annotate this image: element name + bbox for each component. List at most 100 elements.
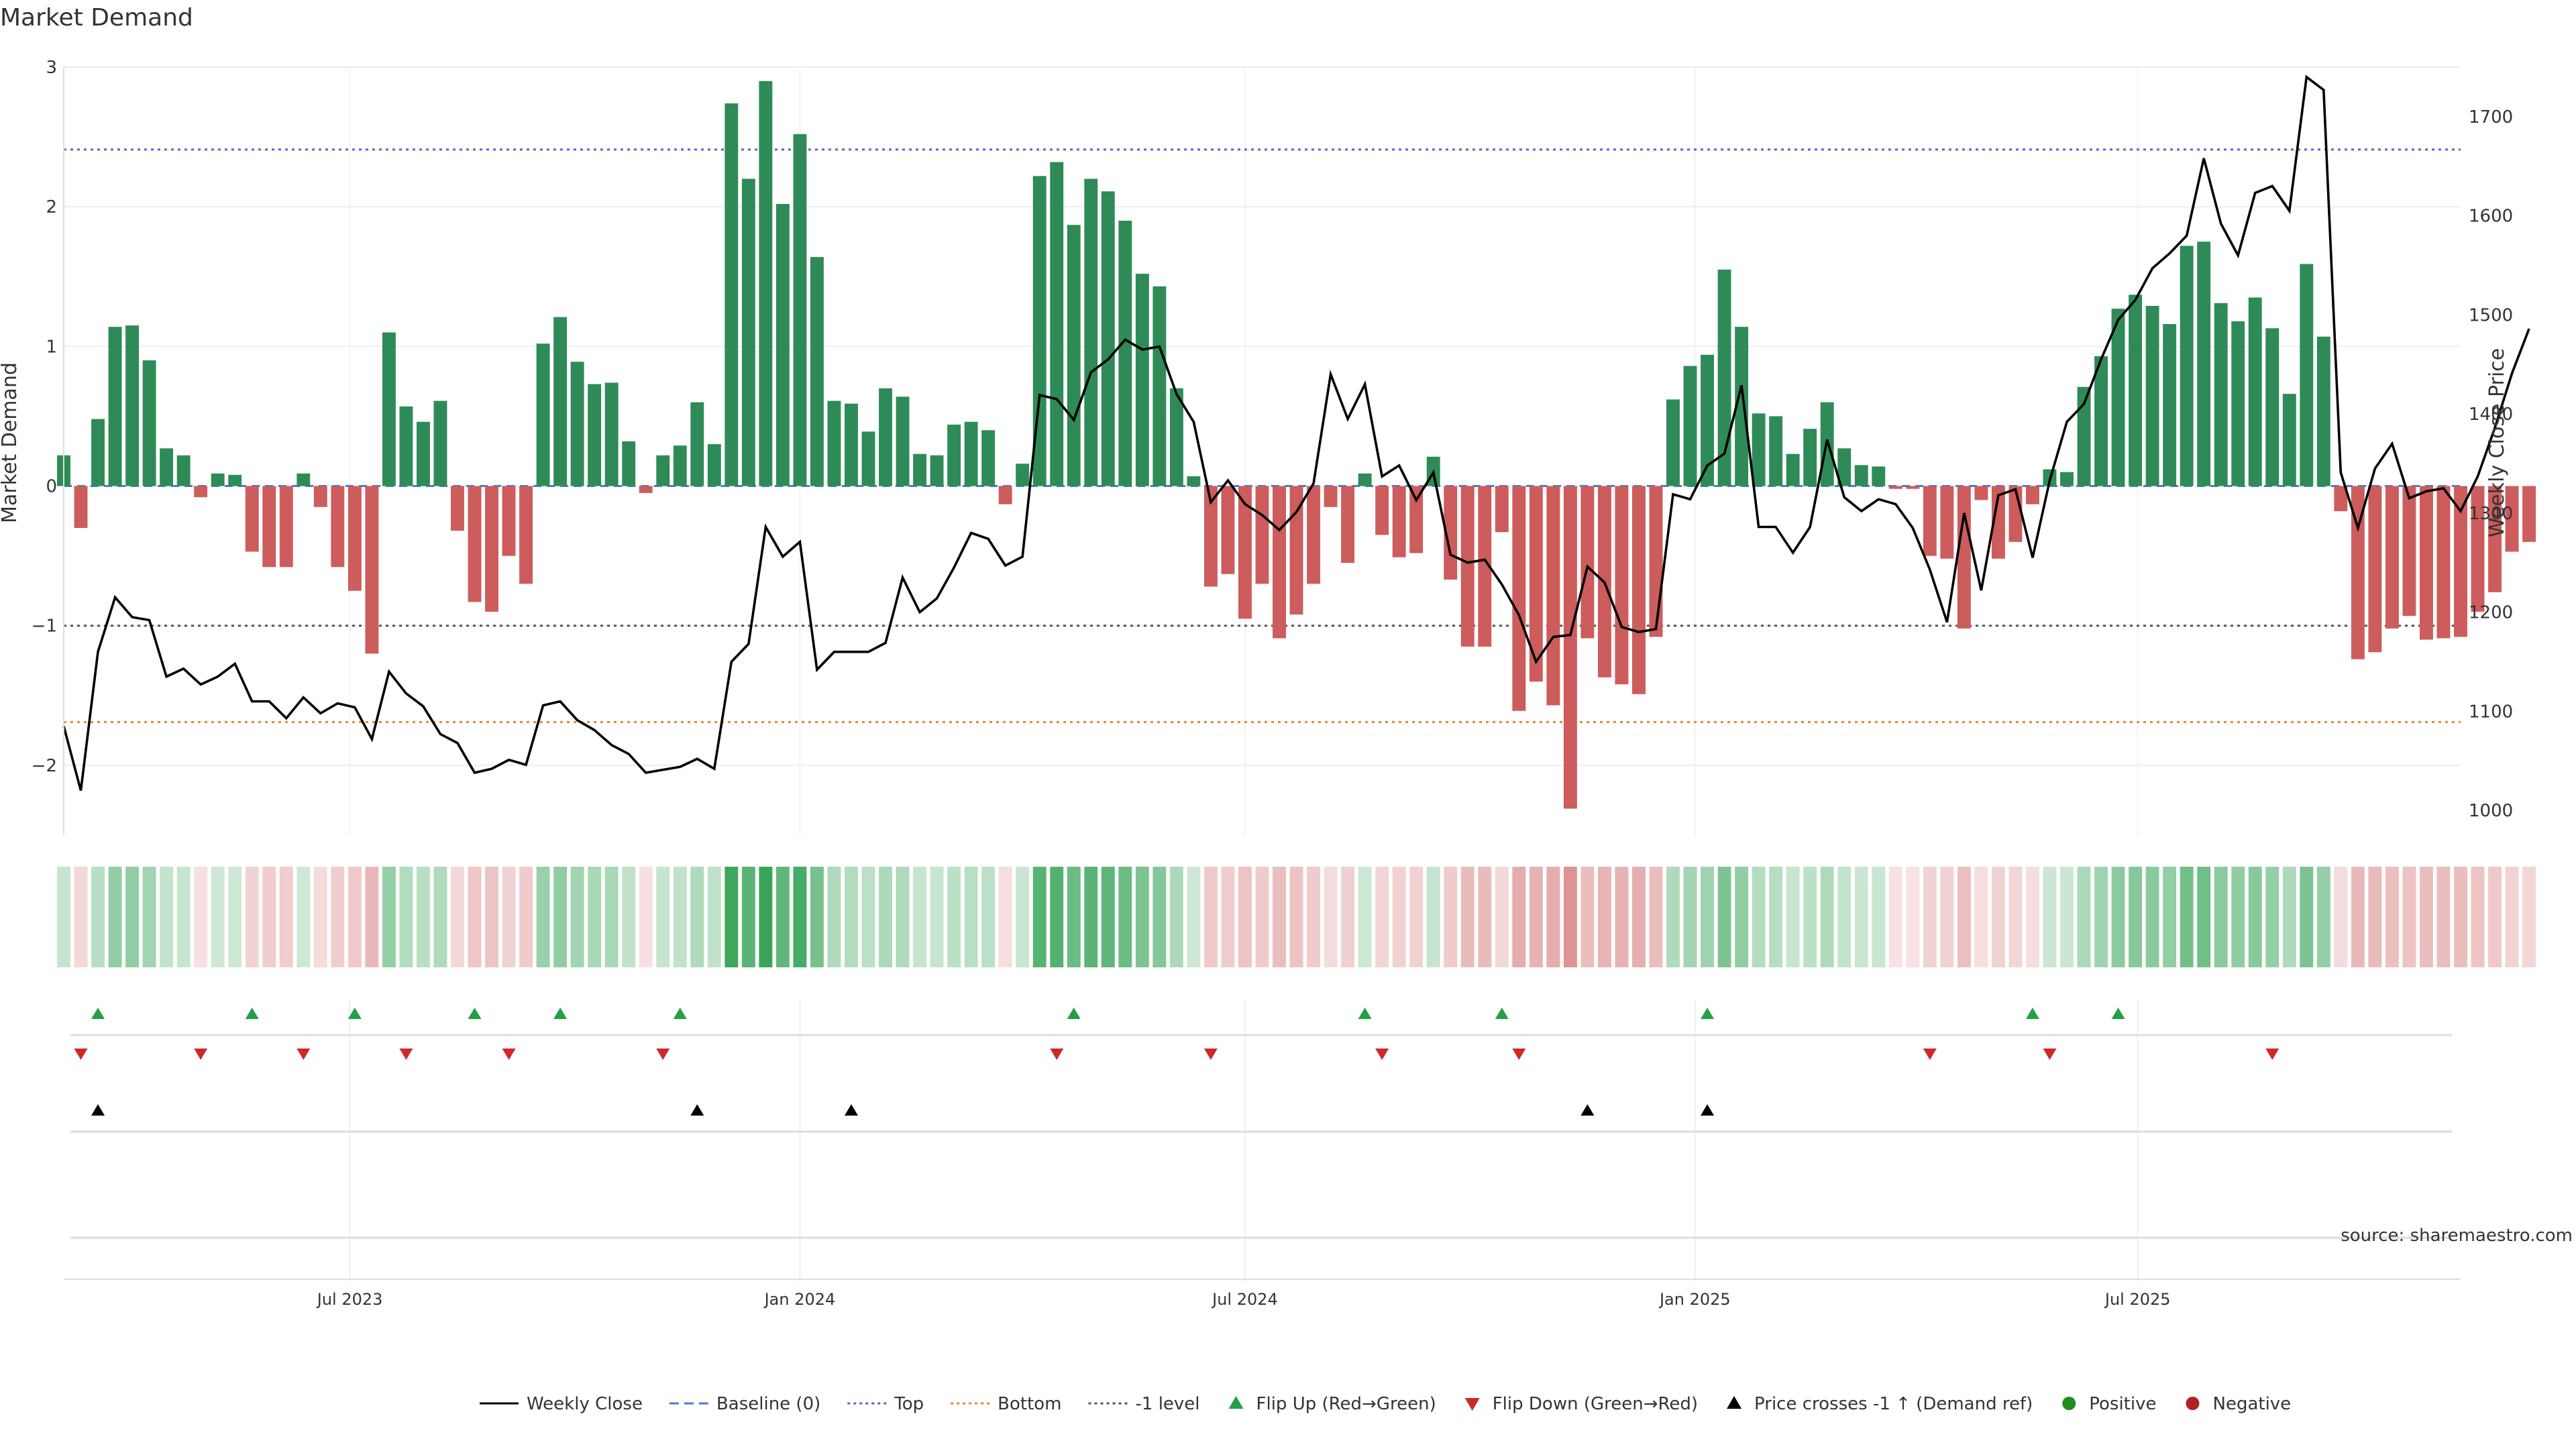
demand-bar <box>1906 486 1920 489</box>
legend-swatch <box>1727 1396 1742 1409</box>
flip-up-marker <box>2111 1008 2125 1019</box>
heat-cell <box>1409 867 1424 967</box>
demand-bar <box>2454 486 2467 637</box>
heat-cell <box>2197 867 2211 967</box>
demand-bar <box>1273 486 1286 639</box>
heat-cell <box>1820 867 1834 967</box>
demand-bar <box>1769 416 1783 486</box>
flip-down-marker <box>502 1049 516 1060</box>
chart-title: Market Demand <box>0 4 193 32</box>
heat-cell <box>930 867 944 967</box>
heat-cell <box>1803 867 1817 967</box>
x-tick-label: Jul 2025 <box>2104 1290 2171 1309</box>
legend-label: Flip Down (Green→Red) <box>1493 1394 1698 1414</box>
y-axis-label: Market Demand <box>0 362 21 523</box>
demand-bar <box>861 431 875 486</box>
heat-cell <box>1101 867 1115 967</box>
heat-cell <box>1050 867 1064 967</box>
demand-bar <box>2231 321 2245 486</box>
demand-bar <box>519 486 533 584</box>
cross-up-marker <box>844 1104 858 1116</box>
heat-cell <box>74 867 88 967</box>
heat-cell <box>1683 867 1697 967</box>
heat-cell <box>964 867 978 967</box>
demand-bar <box>741 178 755 486</box>
demand-bar <box>1341 486 1355 564</box>
cross-up-marker <box>1701 1104 1715 1116</box>
heat-cell <box>673 867 687 967</box>
x-tick-label: Jan 2025 <box>1658 1290 1731 1309</box>
demand-bar <box>1169 388 1183 486</box>
demand-bar <box>2077 386 2091 486</box>
demand-bar <box>451 486 464 531</box>
heat-cell <box>1854 867 1868 967</box>
flip-down-marker <box>1050 1049 1064 1060</box>
y2-tick-label: 1600 <box>2469 207 2513 227</box>
demand-bar <box>1152 286 1167 486</box>
heat-cell <box>228 867 242 967</box>
heat-cell <box>622 867 636 967</box>
flip-down-marker <box>194 1049 208 1060</box>
heat-cell <box>433 867 447 967</box>
heat-cell <box>1974 867 1988 967</box>
heat-cell <box>2180 867 2194 967</box>
heat-cell <box>297 867 311 967</box>
demand-bar <box>2282 394 2296 486</box>
y2-tick-label: 1300 <box>2469 504 2513 524</box>
demand-bar <box>331 486 345 568</box>
demand-bar <box>125 325 140 486</box>
demand-bar <box>1752 413 1766 486</box>
demand-bar <box>1135 274 1149 486</box>
y-tick-label: 0 <box>46 477 57 497</box>
heat-cell <box>2454 867 2467 967</box>
demand-bar <box>1854 465 1868 486</box>
heat-cell <box>724 867 739 967</box>
heat-cell <box>1512 867 1526 967</box>
demand-bar <box>2094 356 2108 486</box>
demand-bar <box>142 360 156 486</box>
demand-bar <box>981 430 996 486</box>
heat-cell <box>519 867 533 967</box>
heat-cell <box>913 867 927 967</box>
demand-bar <box>1580 486 1595 639</box>
legend-label: -1 level <box>1136 1394 1200 1414</box>
demand-bar <box>1392 486 1406 557</box>
demand-bar <box>622 441 636 486</box>
demand-bar <box>313 486 327 507</box>
heat-cell <box>2265 867 2279 967</box>
demand-bar <box>1837 448 1851 486</box>
demand-bar <box>1974 486 1988 500</box>
x-tick-label: Jul 2023 <box>316 1290 383 1309</box>
demand-bar <box>1409 486 1424 553</box>
flip-down-marker <box>1923 1049 1937 1060</box>
heat-cell <box>793 867 807 967</box>
heat-cell <box>775 867 790 967</box>
gridlines <box>64 66 2461 1281</box>
demand-bar <box>1187 476 1201 486</box>
heat-cell <box>485 867 498 967</box>
heat-cell <box>1392 867 1406 967</box>
flip-up-marker <box>1358 1008 1372 1019</box>
flip-down-marker <box>1203 1049 1218 1060</box>
demand-bar <box>2316 336 2330 486</box>
heat-cell <box>1615 867 1629 967</box>
flip-up-marker <box>347 1008 362 1019</box>
demand-bar <box>1324 486 1338 507</box>
demand-bar <box>2300 264 2314 486</box>
demand-bar <box>845 403 858 486</box>
demand-heat-strip <box>57 867 2536 967</box>
legend-label: Top <box>894 1394 924 1414</box>
demand-bar <box>553 317 568 486</box>
cross-up-marker <box>690 1104 704 1116</box>
demand-bar <box>964 421 978 486</box>
demand-bar <box>2214 303 2228 486</box>
heat-cell <box>2316 867 2330 967</box>
heat-cell <box>2282 867 2296 967</box>
demand-bar <box>1460 486 1474 647</box>
demand-bar <box>793 133 807 486</box>
weekly-close-line <box>62 74 2530 791</box>
demand-bar <box>2248 297 2262 486</box>
heat-cell <box>1203 867 1218 967</box>
heat-cell <box>91 867 105 967</box>
heat-cell <box>2008 867 2023 967</box>
